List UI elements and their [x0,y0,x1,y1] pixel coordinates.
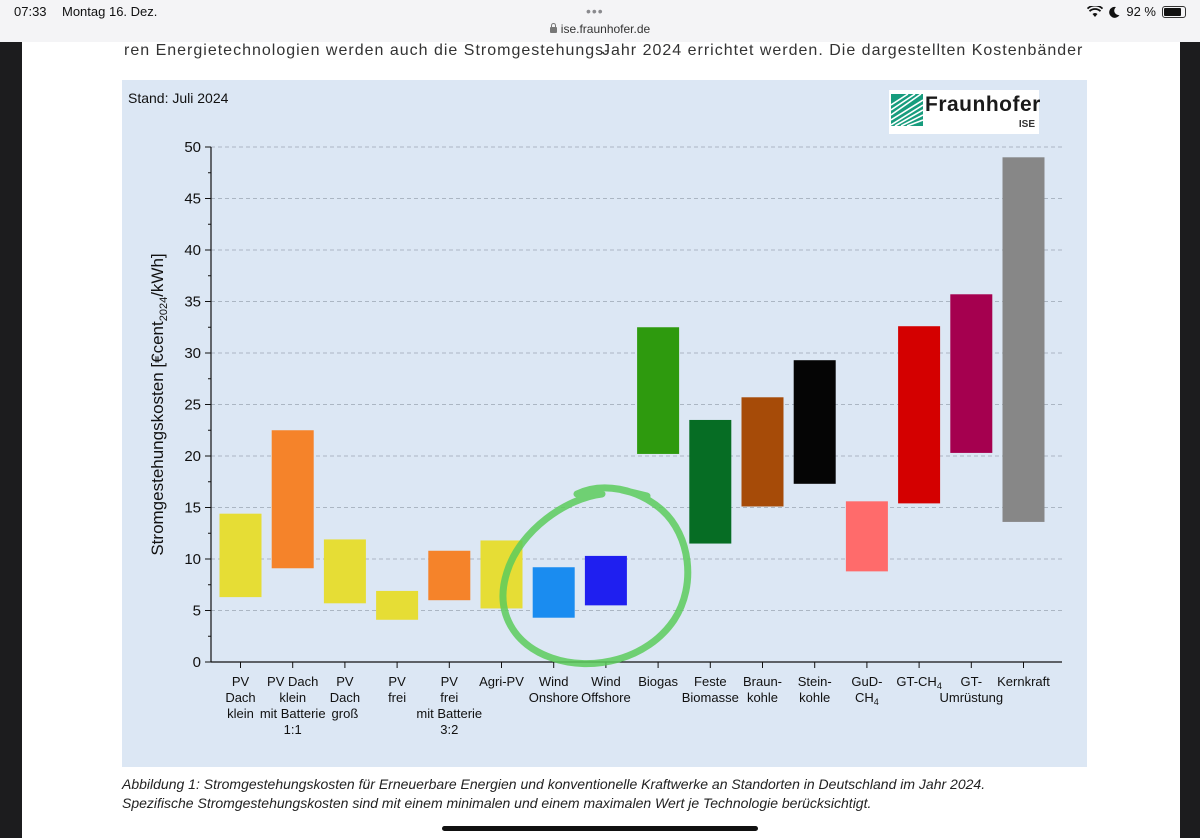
highlight-circle [499,484,692,668]
bar [323,539,366,604]
x-tick-label: Biomasse [682,690,739,705]
x-tick-label: 1:1 [284,722,302,737]
chart-container: Stand: Juli 2024 Fraunhofer ISE 0 5 10 15 20… [122,80,1087,767]
bar [219,513,262,598]
url-text: ise.fraunhofer.de [560,22,651,36]
x-tick-label: PV Dach [267,674,318,689]
text-snippet-left: ren Energietechnologien werden auch die … [124,42,611,59]
bar [793,360,836,484]
x-tick-label: kohle [799,690,830,705]
x-tick-label: frei [388,690,406,705]
x-tick-label: 3:2 [440,722,458,737]
x-tick-label: Feste [694,674,727,689]
y-tick-label: 25 [184,397,201,414]
bar [898,326,941,504]
pdf-page: ren Energietechnologien werden auch die … [22,42,1180,838]
bar [271,430,314,569]
x-tick-label: mit Batterie [416,706,482,721]
system-icons: 92 % [1087,4,1186,19]
wifi-icon [1087,5,1104,17]
y-tick-label: 5 [193,603,201,620]
logo-name: Fraunhofer [925,93,1041,116]
battery-icon [1162,5,1186,18]
x-tick-label: Agri-PV [479,674,524,689]
address-bar[interactable]: ise.fraunhofer.de [0,22,1200,36]
bar [845,501,888,572]
x-tick-label: frei [440,690,458,705]
bar [1002,157,1045,522]
y-tick-label: 35 [184,294,201,311]
x-tick-label: kohle [747,690,778,705]
x-tick-label: Dach [330,690,360,705]
chart-svg: 0 5 10 15 20 25 30 35 40 45 50 Stromgestehungskoste… [148,139,1062,737]
bar [532,567,575,618]
bar [428,550,471,601]
x-tick-label: Offshore [581,690,631,705]
y-tick-label: 30 [184,345,201,362]
x-tick-label: GuD- [851,674,882,689]
x-tick-label: groß [332,706,359,721]
x-tick-label: PV [232,674,250,689]
status-bar: 07:33 Montag 16. Dez. ••• ise.fraunhofer… [0,0,1200,42]
bar [584,555,627,606]
x-tick-label: Braun- [743,674,782,689]
y-axis-label: Stromgestehungskosten [€cent2024/kWh] [148,253,170,555]
moon-icon [1109,6,1120,18]
x-tick-label: Wind [539,674,569,689]
fraunhofer-logo-icon [891,94,923,126]
bar [637,327,680,454]
x-tick-label: klein [279,690,306,705]
x-tick-label: Stein- [798,674,832,689]
x-tick-label: PV [388,674,406,689]
bar [689,419,732,544]
x-tick-label: CH4 [855,690,879,707]
x-tick-label: PV [336,674,354,689]
y-tick-label: 20 [184,448,201,465]
y-tick-label: 0 [193,654,201,671]
bar [376,590,419,620]
text-snippet-right: Jahr 2024 errichtet werden. Die dargeste… [602,42,1084,59]
x-tick-label: GT- [960,674,982,689]
x-tick-label: PV [441,674,459,689]
lock-icon [549,22,557,33]
bar [741,397,784,507]
caption-line-2: Spezifische Stromgestehungskosten sind m… [122,795,872,811]
bar [950,294,993,453]
y-tick-label: 40 [184,242,201,259]
caption-line-1: Abbildung 1: Stromgestehungskosten für E… [122,776,986,792]
y-tick-label: 50 [184,139,201,156]
x-tick-label: Biogas [638,674,678,689]
x-tick-label: Wind [591,674,621,689]
chart-date-label: Stand: Juli 2024 [128,90,229,106]
figure-caption: Abbildung 1: Stromgestehungskosten für E… [122,775,1102,813]
logo-sub: ISE [1018,119,1035,130]
x-tick-label: mit Batterie [260,706,326,721]
x-tick-label: Onshore [529,690,579,705]
battery-percent: 92 % [1126,4,1156,19]
x-tick-label: klein [227,706,254,721]
more-dots-icon[interactable]: ••• [586,3,604,19]
y-tick-label: 15 [184,500,201,517]
status-date: Montag 16. Dez. [62,4,158,19]
fraunhofer-logo: Fraunhofer ISE [889,90,1041,134]
x-tick-label: Kernkraft [997,674,1050,689]
y-tick-label: 45 [184,191,201,208]
x-tick-label: Dach [225,690,255,705]
home-indicator[interactable] [442,826,758,831]
x-tick-label: GT-CH4 [896,674,941,691]
x-tick-label: Umrüstung [940,690,1004,705]
status-time: 07:33 [14,4,47,19]
y-tick-label: 10 [184,551,201,568]
